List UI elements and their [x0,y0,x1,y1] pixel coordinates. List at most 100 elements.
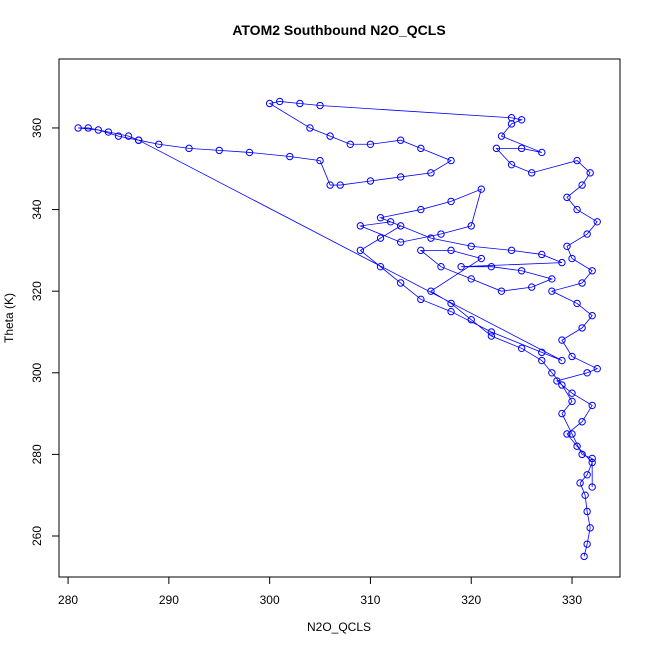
data-point [417,295,425,304]
data-point [583,369,591,377]
data-point [553,377,561,385]
data-point [497,287,506,295]
data-point [316,156,324,165]
data-point [447,299,455,308]
data-point [487,328,496,336]
data-point [578,324,586,332]
data-point [467,316,475,324]
data-point [134,136,143,144]
data-point [477,254,486,263]
data-point [548,287,556,295]
data-point [386,218,395,226]
data-point [563,242,571,250]
data-point [517,116,526,124]
data-point [586,524,594,532]
data-point [588,311,596,320]
data-point [528,169,536,177]
data-point [517,344,526,352]
data-point [588,401,596,410]
data-point [477,185,486,193]
x-tick-label: 280 [58,593,78,607]
data-point [558,356,566,365]
data-point [276,97,284,106]
data-point [588,454,596,463]
data-point [578,181,586,189]
data-point [492,144,501,153]
data-point [366,177,375,185]
data-point [467,222,475,230]
x-tick-label: 290 [159,593,179,607]
data-point [447,156,455,165]
data-point [427,169,435,177]
data-point [417,144,425,153]
data-point [538,148,546,157]
data-point [573,156,581,165]
data-point [563,193,571,202]
data-point [588,267,596,275]
data-point [94,126,103,134]
data-point [517,144,526,153]
data-point [376,234,385,242]
data-point [588,483,596,491]
data-point [576,479,584,487]
data-point [114,132,123,140]
data-point [185,144,193,153]
data-point [487,262,496,271]
data-point [336,181,344,189]
data-point [580,552,588,561]
data-point [558,381,566,389]
data-point [326,132,334,140]
data-point [538,356,546,365]
y-axis-label: Theta (K) [2,293,16,343]
data-point [396,238,405,246]
data-point [417,246,425,255]
data-point [507,160,516,169]
data-point [583,230,591,238]
data-point [396,173,405,181]
data-point [376,214,385,222]
data-point [578,450,586,459]
data-point [588,458,596,467]
data-point [578,418,586,426]
data-point [467,275,475,283]
data-point [74,124,82,132]
data-point [507,246,516,255]
x-tick-label: 300 [260,593,280,607]
x-tick-label: 320 [461,593,481,607]
data-line [78,101,599,557]
data-point [583,471,591,479]
x-tick-label: 330 [562,593,582,607]
data-point [437,230,445,238]
data-point [538,348,546,357]
data-point [467,242,475,250]
data-point [396,136,405,144]
data-point [396,279,405,287]
data-point [517,267,526,275]
data-point [573,442,581,450]
data-point [573,205,581,214]
data-point [366,140,375,148]
data-point [346,140,354,148]
data-point [417,205,425,214]
data-point [558,258,566,267]
x-tick-label: 310 [360,593,380,607]
data-point [396,222,405,230]
data-point [427,234,435,242]
y-tick-label: 300 [30,362,44,382]
data-point [583,507,591,516]
data-point [437,262,445,271]
data-point [563,430,571,438]
data-point [568,389,576,397]
data-point [447,307,455,316]
data-point [356,246,365,255]
data-point [306,124,314,132]
data-point [568,397,576,406]
data-point [427,287,435,295]
data-point [124,132,133,140]
data-point [538,250,546,259]
y-tick-label: 340 [30,199,44,219]
data-point [316,101,324,110]
data-point [376,262,385,271]
y-tick-label: 320 [30,281,44,301]
